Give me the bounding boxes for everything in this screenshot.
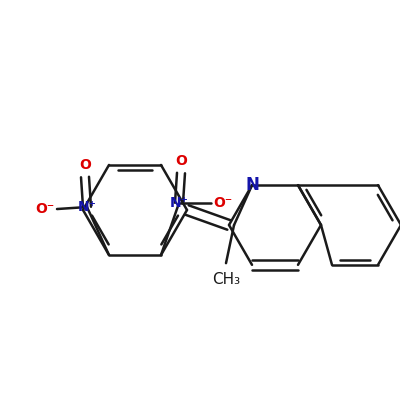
Text: O⁻: O⁻ xyxy=(35,202,55,216)
Text: N⁺: N⁺ xyxy=(78,200,96,214)
Text: O: O xyxy=(79,158,91,172)
Text: CH₃: CH₃ xyxy=(212,272,240,287)
Text: O: O xyxy=(175,154,187,168)
Text: N⁺: N⁺ xyxy=(170,196,188,210)
Text: O⁻: O⁻ xyxy=(213,196,233,210)
Text: N: N xyxy=(245,176,259,194)
